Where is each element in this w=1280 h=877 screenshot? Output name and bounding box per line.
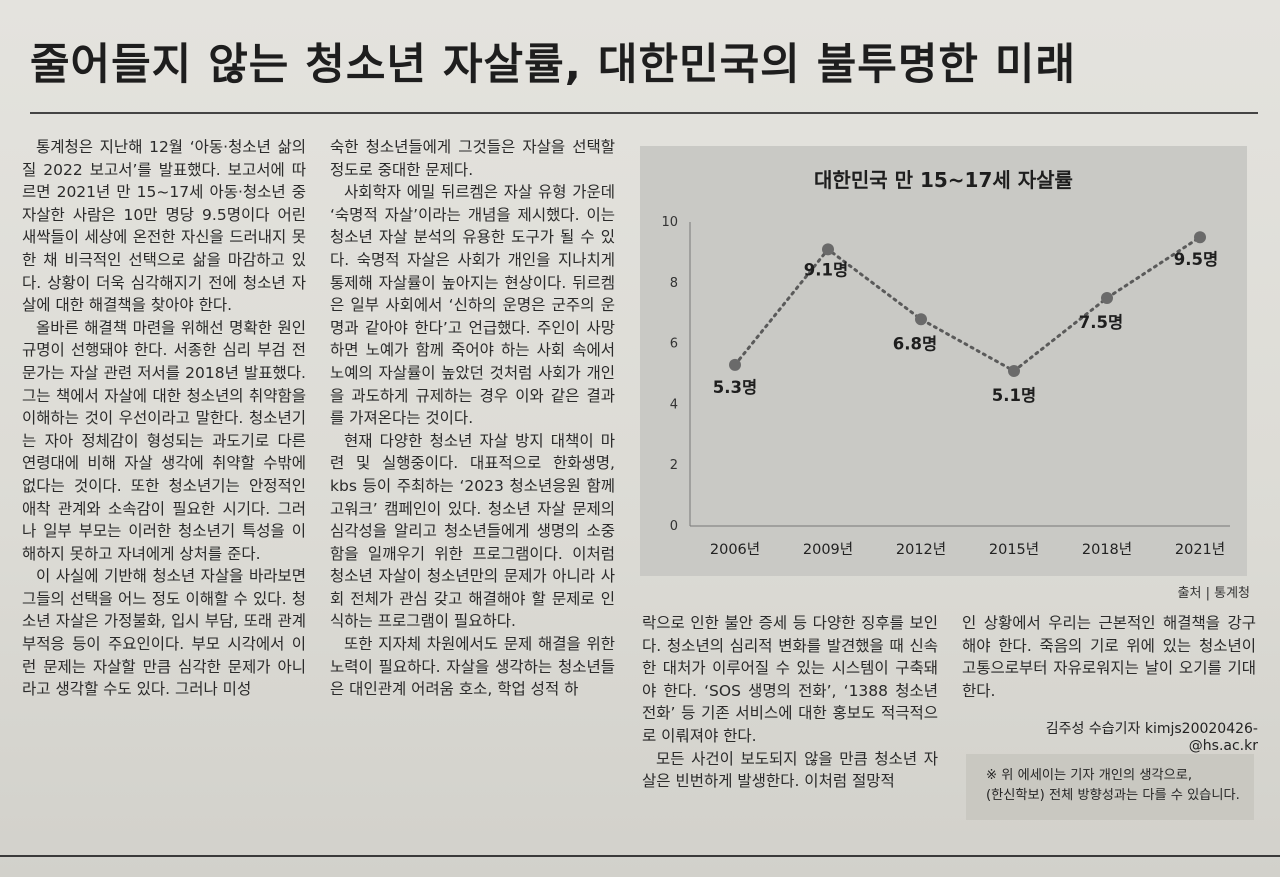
paragraph: 이 사실에 기반해 청소년 자살을 바라보면 그들의 선택을 어느 정도 이해할…	[22, 567, 306, 699]
data-label: 7.5명	[1079, 313, 1123, 332]
y-tick-label: 0	[670, 519, 678, 534]
data-label: 5.3명	[713, 378, 757, 397]
x-tick-label: 2012년	[896, 541, 946, 558]
chart-source: 출처 | 통계청	[1177, 586, 1250, 601]
data-label: 5.1명	[992, 386, 1036, 405]
y-tick-label: 6	[670, 337, 678, 352]
article-column-1: 통계청은 지난해 12월 ‘아동·청소년 삶의 질 2022 보고서’를 발표했…	[22, 136, 306, 701]
bottom-rule	[0, 855, 1280, 857]
data-point	[729, 358, 741, 371]
suicide-rate-chart: 대한민국 만 15~17세 자살률 0 2 4 6 8 10 2006년 2009년 2012년…	[640, 146, 1247, 576]
data-point	[1008, 364, 1020, 377]
article-column-3: 락으로 인한 불안 증세 등 다양한 징후를 보인다. 청소년의 심리적 변화를…	[642, 612, 938, 793]
article-column-2: 숙한 청소년들에게 그것들은 자살을 선택할 정도로 중대한 문제다. 사회학자…	[330, 136, 615, 701]
y-tick-label: 4	[670, 397, 678, 412]
data-label: 6.8명	[893, 334, 937, 353]
x-tick-label: 2009년	[803, 541, 853, 558]
data-point	[915, 313, 927, 326]
x-tick-label: 2015년	[989, 541, 1039, 558]
chart-title: 대한민국 만 15~17세 자살률	[814, 168, 1073, 192]
paragraph: 올바른 해결책 마련을 위해선 명확한 원인 규명이 선행돼야 한다. 서종한 …	[22, 318, 306, 563]
disclaimer-box: ※ 위 에세이는 기자 개인의 생각으로, (한신학보) 전체 방향성과는 다를…	[966, 754, 1254, 820]
data-point	[1194, 231, 1206, 244]
headline-rule	[30, 112, 1258, 114]
paragraph: 통계청은 지난해 12월 ‘아동·청소년 삶의 질 2022 보고서’를 발표했…	[22, 138, 306, 315]
y-tick-label: 10	[661, 215, 678, 230]
paragraph: 락으로 인한 불안 증세 등 다양한 징후를 보인다. 청소년의 심리적 변화를…	[642, 614, 938, 745]
x-tick-label: 2021년	[1175, 541, 1225, 558]
disclaimer-line: ※ 위 에세이는 기자 개인의 생각으로,	[986, 768, 1193, 783]
paragraph: 사회학자 에밀 뒤르켐은 자살 유형 가운데 ‘숙명적 자살’이라는 개념을 제…	[330, 183, 615, 428]
article-column-4: 인 상황에서 우리는 근본적인 해결책을 강구해야 한다. 죽음의 기로 위에 …	[962, 612, 1256, 702]
data-label: 9.5명	[1174, 250, 1218, 269]
disclaimer-line: (한신학보) 전체 방향성과는 다를 수 있습니다.	[986, 788, 1240, 803]
headline: 줄어들지 않는 청소년 자살률, 대한민국의 불투명한 미래	[30, 40, 1077, 90]
paragraph: 숙한 청소년들에게 그것들은 자살을 선택할 정도로 중대한 문제다.	[330, 138, 615, 179]
paragraph: 모든 사건이 보도되지 않을 만큼 청소년 자살은 빈번하게 발생한다. 이처럼…	[642, 749, 938, 791]
byline: 김주성 수습기자 kimjs20020426-@hs.ac.kr	[1045, 721, 1258, 754]
chart-plot: 0 2 4 6 8 10 2006년 2009년 2012년 2015년 2018년 2021년 5.3…	[661, 215, 1230, 558]
paragraph: 또한 지자체 차원에서도 문제 해결을 위한 노력이 필요하다. 자살을 생각하…	[330, 635, 615, 699]
paragraph: 현재 다양한 청소년 자살 방지 대책이 마련 및 실행중이다. 대표적으로 한…	[330, 431, 615, 631]
y-tick-label: 2	[670, 458, 678, 473]
data-point	[1101, 292, 1113, 304]
paragraph: 인 상황에서 우리는 근본적인 해결책을 강구해야 한다. 죽음의 기로 위에 …	[962, 614, 1256, 700]
data-point	[822, 243, 834, 256]
data-label: 9.1명	[804, 260, 848, 279]
x-tick-label: 2006년	[710, 541, 760, 558]
y-tick-label: 8	[670, 276, 678, 291]
x-tick-label: 2018년	[1082, 541, 1132, 558]
series-line	[733, 235, 1202, 373]
